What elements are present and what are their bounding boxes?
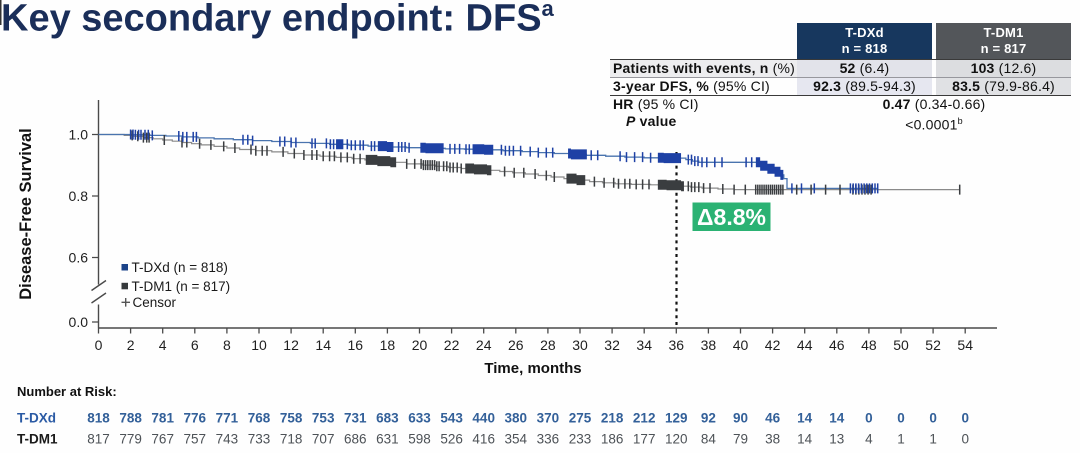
- svg-text:788: 788: [119, 411, 142, 426]
- svg-text:T-DXd: T-DXd: [17, 411, 56, 426]
- svg-text:92: 92: [701, 411, 716, 426]
- svg-text:336: 336: [537, 432, 560, 447]
- svg-text:Time, months: Time, months: [484, 360, 581, 377]
- svg-text:52: 52: [925, 337, 941, 353]
- svg-text:0: 0: [961, 411, 969, 426]
- svg-text:120: 120: [665, 432, 688, 447]
- svg-text:0: 0: [897, 411, 905, 426]
- svg-text:776: 776: [184, 411, 207, 426]
- svg-text:12: 12: [283, 337, 299, 353]
- svg-text:40: 40: [733, 337, 749, 353]
- svg-text:Censor: Censor: [133, 295, 177, 310]
- svg-text:416: 416: [472, 432, 495, 447]
- svg-text:36: 36: [669, 337, 685, 353]
- svg-text:718: 718: [280, 432, 303, 447]
- svg-text:14: 14: [829, 411, 845, 426]
- svg-text:22: 22: [444, 337, 460, 353]
- svg-text:1: 1: [929, 432, 937, 447]
- svg-text:28: 28: [540, 337, 556, 353]
- svg-text:4: 4: [865, 432, 873, 447]
- svg-text:440: 440: [472, 411, 495, 426]
- svg-text:631: 631: [376, 432, 399, 447]
- svg-text:781: 781: [151, 411, 174, 426]
- svg-text:543: 543: [440, 411, 463, 426]
- svg-text:T-DM1 (n = 817): T-DM1 (n = 817): [132, 279, 231, 294]
- svg-text:354: 354: [505, 432, 528, 447]
- svg-text:275: 275: [569, 411, 592, 426]
- svg-text:0: 0: [865, 411, 873, 426]
- svg-text:54: 54: [957, 337, 973, 353]
- svg-text:633: 633: [408, 411, 431, 426]
- svg-text:T-DM1: T-DM1: [17, 432, 58, 447]
- svg-text:686: 686: [344, 432, 367, 447]
- svg-text:779: 779: [119, 432, 142, 447]
- svg-text:129: 129: [665, 411, 688, 426]
- svg-text:212: 212: [633, 411, 656, 426]
- svg-text:731: 731: [344, 411, 367, 426]
- svg-text:20: 20: [412, 337, 428, 353]
- svg-text:13: 13: [829, 432, 844, 447]
- svg-text:18: 18: [380, 337, 396, 353]
- svg-text:14: 14: [797, 411, 813, 426]
- svg-text:46: 46: [829, 337, 845, 353]
- svg-text:90: 90: [733, 411, 748, 426]
- svg-text:753: 753: [312, 411, 335, 426]
- svg-text:707: 707: [312, 432, 335, 447]
- svg-text:0.8: 0.8: [69, 188, 89, 204]
- svg-text:4: 4: [159, 337, 167, 353]
- svg-text:34: 34: [636, 337, 652, 353]
- svg-text:818: 818: [87, 411, 110, 426]
- svg-text:32: 32: [604, 337, 620, 353]
- svg-text:1.0: 1.0: [69, 127, 89, 143]
- svg-text:380: 380: [505, 411, 528, 426]
- svg-text:771: 771: [216, 411, 239, 426]
- svg-text:14: 14: [797, 432, 813, 447]
- svg-text:370: 370: [537, 411, 560, 426]
- svg-text:817: 817: [87, 432, 110, 447]
- svg-text:14: 14: [315, 337, 331, 353]
- svg-text:758: 758: [280, 411, 303, 426]
- svg-text:79: 79: [733, 432, 748, 447]
- svg-text:10: 10: [251, 337, 267, 353]
- svg-text:24: 24: [476, 337, 492, 353]
- svg-text:0: 0: [95, 337, 103, 353]
- svg-text:598: 598: [408, 432, 431, 447]
- svg-text:42: 42: [765, 337, 781, 353]
- svg-text:84: 84: [701, 432, 717, 447]
- svg-text:177: 177: [633, 432, 656, 447]
- svg-text:2: 2: [127, 337, 135, 353]
- svg-text:Number at Risk:: Number at Risk:: [17, 384, 117, 399]
- svg-text:Disease-Free Survival: Disease-Free Survival: [17, 128, 35, 300]
- svg-text:218: 218: [601, 411, 624, 426]
- svg-text:733: 733: [248, 432, 271, 447]
- svg-text:743: 743: [216, 432, 239, 447]
- svg-text:6: 6: [191, 337, 199, 353]
- svg-text:0.6: 0.6: [69, 250, 89, 266]
- svg-text:526: 526: [440, 432, 463, 447]
- svg-text:767: 767: [151, 432, 174, 447]
- svg-text:768: 768: [248, 411, 271, 426]
- svg-text:16: 16: [348, 337, 364, 353]
- svg-text:186: 186: [601, 432, 624, 447]
- svg-text:T-DXd (n = 818): T-DXd (n = 818): [132, 260, 228, 275]
- svg-text:38: 38: [765, 432, 780, 447]
- svg-text:757: 757: [184, 432, 207, 447]
- svg-text:1: 1: [897, 432, 905, 447]
- svg-text:50: 50: [893, 337, 909, 353]
- svg-text:26: 26: [508, 337, 524, 353]
- svg-text:48: 48: [861, 337, 877, 353]
- svg-text:38: 38: [701, 337, 717, 353]
- svg-text:0: 0: [961, 432, 969, 447]
- svg-text:8: 8: [223, 337, 231, 353]
- svg-text:233: 233: [569, 432, 592, 447]
- svg-text:0.0: 0.0: [69, 314, 89, 330]
- svg-text:44: 44: [797, 337, 813, 353]
- svg-text:0: 0: [929, 411, 937, 426]
- svg-text:Δ8.8%: Δ8.8%: [697, 204, 766, 230]
- svg-text:683: 683: [376, 411, 399, 426]
- svg-text:30: 30: [572, 337, 588, 353]
- svg-text:46: 46: [765, 411, 781, 426]
